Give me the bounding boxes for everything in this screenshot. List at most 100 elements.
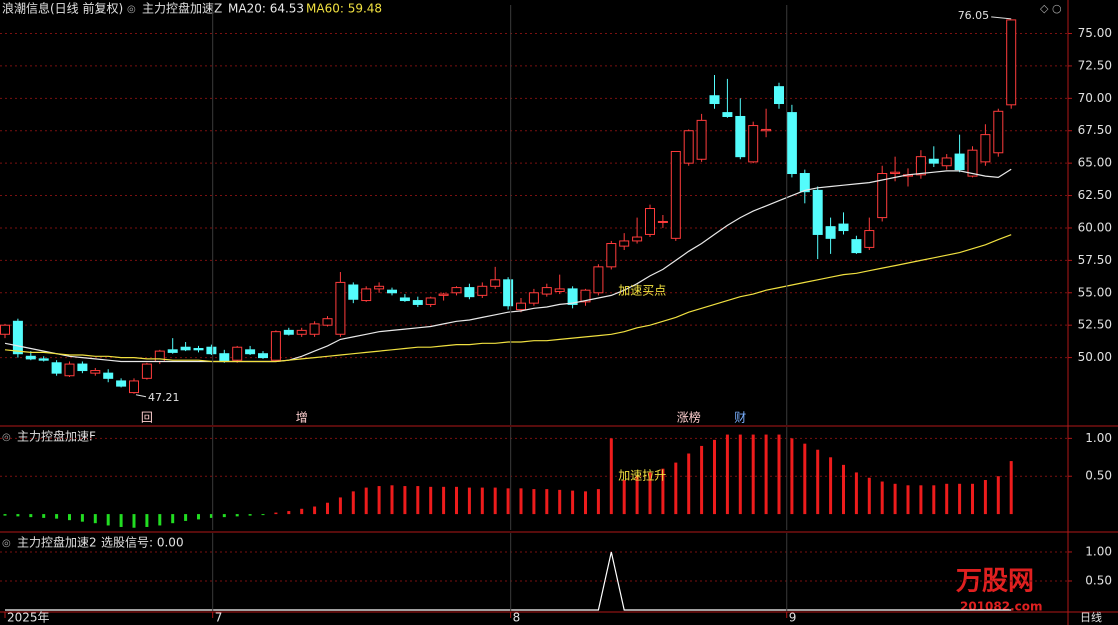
legend-entry: MA20: 64.53 [228,2,304,16]
y-tick-label: 1.00 [1085,431,1112,445]
candle-body [141,363,152,379]
bar [68,514,71,521]
bar [158,514,162,526]
candle-body [116,380,127,387]
bar [429,486,433,515]
event-marker: 增 [296,411,308,425]
bar [674,462,678,515]
bar [248,514,252,516]
bar [764,434,768,515]
candle-body [374,285,385,290]
signal-label: 加速拉升 [618,468,666,483]
bar [725,434,729,515]
bar [274,512,278,515]
candle-body [580,289,591,303]
bar [416,486,420,515]
candle-body [64,363,75,377]
bar [326,502,329,515]
bar [300,508,304,515]
candle-body [77,363,88,372]
candle-body [490,279,501,287]
pointer [135,394,147,398]
candle-body [528,292,539,304]
candle-body [206,346,217,355]
candle-body [296,329,307,335]
y-tick-label: 72.50 [1078,58,1112,72]
indicator-icon[interactable]: ◎ [127,4,136,15]
candle-body [606,243,617,268]
indicator-icon[interactable]: ◎ [2,538,11,549]
bar [313,506,317,515]
bar [854,472,858,515]
y-tick-label: 0.50 [1085,573,1112,587]
candle-body [928,158,939,164]
bar [842,464,845,515]
watermark-brand: 万股网 [956,567,1034,597]
candle-body [154,350,165,362]
y-tick-label: 57.50 [1078,253,1112,267]
bar [442,486,446,515]
y-tick-label: 1.00 [1085,544,1112,558]
y-tick-label: 70.00 [1078,91,1112,105]
bar [184,514,188,521]
candle-body [348,284,359,300]
y-tick-label: 50.00 [1078,350,1112,364]
low-label: 47.21 [148,391,180,404]
candle-body [25,355,36,360]
candle-body [619,240,630,247]
bar [29,514,33,518]
bar [519,488,523,515]
candle-body [941,157,952,167]
candle-body [567,288,578,305]
bar [867,477,871,515]
candle-body [774,86,784,105]
bar [145,514,149,527]
y-tick-label: 0.50 [1085,469,1112,483]
bar [93,514,97,524]
bar [171,514,175,524]
candle-body [193,348,204,351]
ma-line [4,168,1012,363]
y-tick-label: 75.00 [1078,26,1112,40]
bar [790,438,794,515]
candle-body [129,380,139,394]
bar [1009,461,1013,515]
bar [906,485,910,515]
candle-body [632,236,643,242]
candle-body [696,119,707,160]
bar [700,445,704,515]
candle-body [645,208,655,235]
candle-body [864,230,875,248]
bar [958,483,962,515]
bar [16,514,20,517]
indicator-icon[interactable]: ◎ [2,432,11,443]
settings-icon[interactable]: ◇ ○ [1040,2,1062,15]
indicator-name: 主力控盘加速Z [142,1,222,16]
bar [390,485,394,515]
panel-subtitle: 选股信号: 0.00 [101,536,184,550]
candle-body [322,318,333,326]
candle-body [735,115,746,158]
x-tick-label: 8 [513,611,521,625]
y-tick-label: 52.50 [1078,318,1112,332]
candle-body [683,130,694,164]
bar [3,514,7,516]
bar [558,489,562,515]
watermark-site: 201082.com [960,600,1043,614]
candle-body [309,323,320,335]
bar [893,483,897,515]
candle-body [425,297,436,305]
chart-title: 浪潮信息(日线 前复权) [2,1,123,16]
bar [738,434,742,515]
bar [455,486,458,515]
candle-body [851,239,862,254]
candle-body [258,353,268,359]
x-tick-label: 9 [789,611,797,625]
bar [648,472,652,515]
candle-body [709,95,720,105]
bar [596,489,600,515]
candle-body [877,173,888,219]
bar [80,514,84,522]
candle-body [786,112,797,175]
candle-body [451,287,462,294]
